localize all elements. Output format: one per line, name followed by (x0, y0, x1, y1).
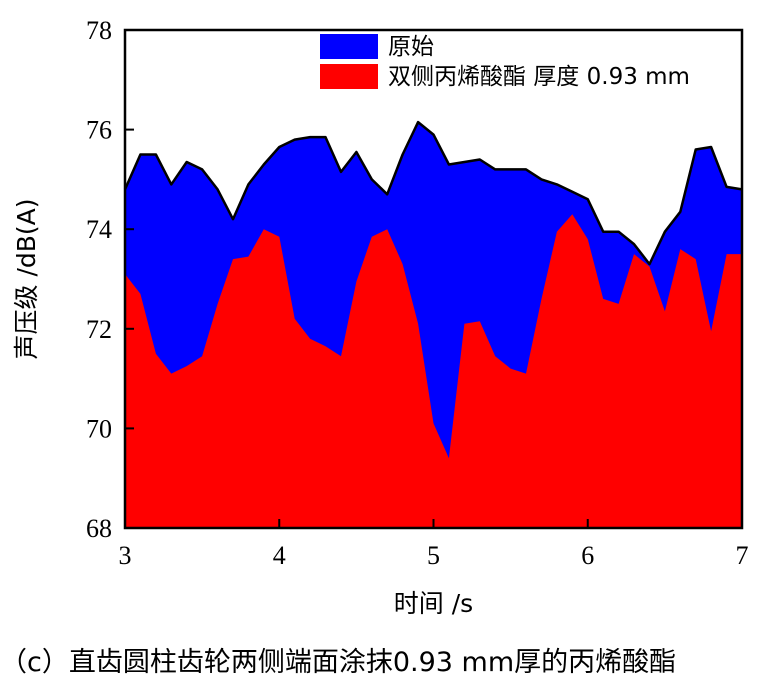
x-tick-label: 6 (581, 541, 594, 570)
x-tick-label: 5 (427, 541, 440, 570)
y-tick-label: 68 (86, 514, 112, 543)
plot-frame (123, 28, 744, 530)
x-axis-label: 时间 /s (394, 589, 473, 618)
area-series-group (123, 120, 743, 529)
y-tick-label: 76 (86, 116, 112, 145)
y-tick-label: 74 (86, 215, 112, 244)
legend-label-2: 双侧丙烯酸酯 厚度 0.93 mm (388, 64, 690, 90)
legend-label-1: 原始 (388, 34, 434, 60)
axis-ticks: 3 4 5 6 7 68 70 72 74 76 78 (86, 16, 749, 570)
legend-swatch-2 (320, 64, 378, 89)
legend-swatch-1 (320, 34, 378, 59)
y-tick-label: 78 (86, 16, 112, 45)
x-tick-label: 3 (119, 541, 132, 570)
y-tick-label: 72 (86, 315, 112, 344)
figure-caption: （c）直齿圆柱齿轮两侧端面涂抹0.93 mm厚的丙烯酸酯 (0, 647, 677, 678)
x-tick-label: 7 (736, 541, 749, 570)
series-area-2 (125, 214, 742, 529)
x-tick-label: 4 (273, 541, 286, 570)
y-axis-label: 声压级 /dB(A) (12, 199, 41, 360)
y-tick-label: 70 (86, 414, 112, 443)
series-outline (123, 120, 743, 266)
